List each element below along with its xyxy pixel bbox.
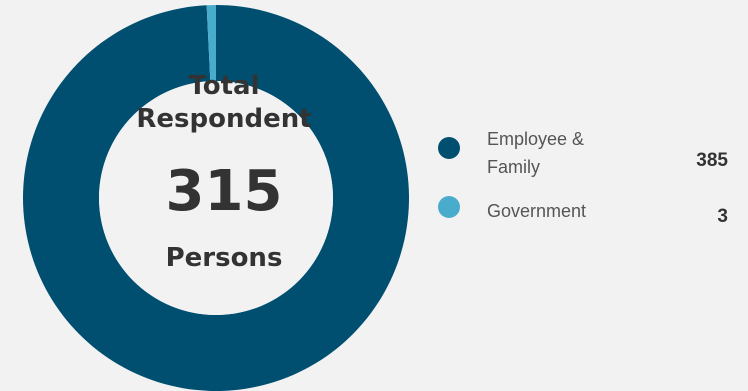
legend-label-government: Government [487, 201, 587, 221]
legend-label-employee-family-line-2: Family [487, 157, 540, 177]
total-respondent-unit: Persons [165, 243, 283, 273]
center-title-line-2: Respondent [136, 104, 312, 134]
legend-label-employee-family-line-1: Employee & [487, 129, 585, 149]
total-respondent-value: 315 [165, 159, 283, 224]
legend-value-employee-family: 385 [696, 150, 728, 171]
legend-label-employee-family: Employee & Family [487, 125, 617, 181]
donut-slice-employee-family [23, 5, 409, 391]
donut-hole [99, 81, 333, 315]
donut-slice-government [206, 5, 216, 82]
legend-value-government: 3 [717, 206, 728, 227]
legend-dot-government [438, 196, 460, 218]
donut-chart [23, 5, 409, 391]
legend-dot-employee-family [438, 137, 460, 159]
center-title-line-1: Total [188, 71, 260, 101]
donut-center-label: Total Respondent 315 Persons [89, 70, 359, 275]
